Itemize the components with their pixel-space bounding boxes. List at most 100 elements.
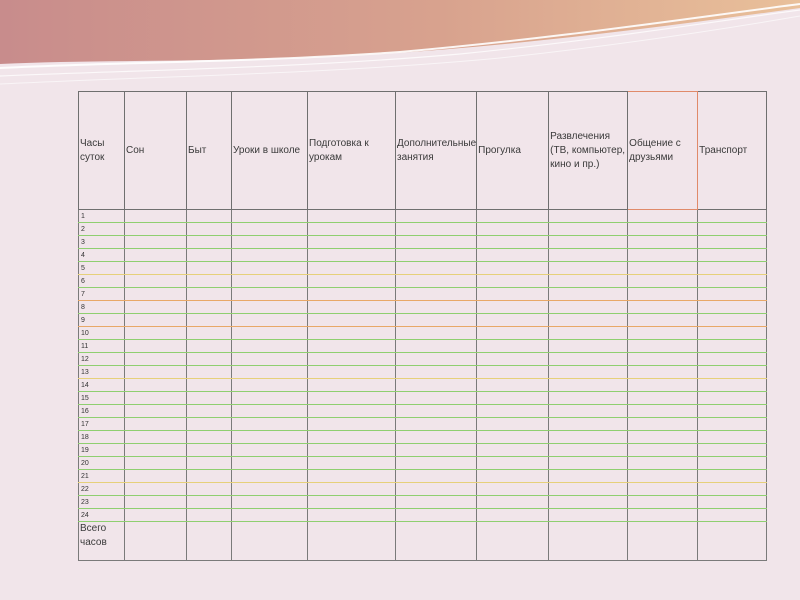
table-cell[interactable] <box>394 261 478 275</box>
table-cell[interactable] <box>394 404 478 418</box>
table-cell[interactable] <box>186 417 232 431</box>
table-cell[interactable] <box>231 404 308 418</box>
table-cell[interactable] <box>307 378 396 392</box>
table-cell[interactable] <box>697 417 768 431</box>
table-cell[interactable] <box>476 469 550 483</box>
table-cell[interactable] <box>548 235 629 249</box>
table-cell[interactable] <box>697 222 768 236</box>
table-cell[interactable] <box>307 261 396 275</box>
table-cell[interactable] <box>307 404 396 418</box>
table-cell[interactable] <box>186 378 232 392</box>
table-cell[interactable] <box>307 274 396 288</box>
table-cell[interactable] <box>186 469 232 483</box>
table-cell[interactable] <box>186 209 232 223</box>
table-cell[interactable] <box>548 443 629 457</box>
table-cell[interactable] <box>476 430 550 444</box>
table-cell[interactable] <box>697 469 768 483</box>
table-cell[interactable] <box>307 391 396 405</box>
table-cell[interactable] <box>307 430 396 444</box>
table-cell[interactable] <box>124 261 187 275</box>
table-cell[interactable] <box>186 235 232 249</box>
table-cell[interactable] <box>697 261 768 275</box>
table-cell[interactable] <box>697 287 768 301</box>
table-cell[interactable] <box>124 300 187 314</box>
table-cell[interactable] <box>186 313 232 327</box>
table-cell[interactable] <box>476 365 550 379</box>
table-cell[interactable] <box>231 456 308 470</box>
table-cell[interactable] <box>476 508 550 522</box>
table-cell[interactable] <box>476 391 550 405</box>
table-cell[interactable] <box>697 209 768 223</box>
table-cell[interactable] <box>627 391 699 405</box>
table-cell[interactable] <box>124 287 187 301</box>
table-cell[interactable] <box>697 352 768 366</box>
table-cell[interactable] <box>394 209 478 223</box>
table-cell[interactable] <box>124 274 187 288</box>
table-cell[interactable] <box>394 456 478 470</box>
table-cell[interactable] <box>697 404 768 418</box>
table-cell[interactable] <box>697 248 768 262</box>
table-cell[interactable] <box>627 248 699 262</box>
table-cell[interactable] <box>307 417 396 431</box>
table-cell[interactable] <box>231 222 308 236</box>
table-cell[interactable] <box>124 508 187 522</box>
table-cell[interactable] <box>627 443 699 457</box>
table-cell[interactable] <box>627 352 699 366</box>
table-cell[interactable] <box>186 222 232 236</box>
table-cell[interactable] <box>124 222 187 236</box>
table-cell[interactable] <box>231 378 308 392</box>
table-cell[interactable] <box>697 300 768 314</box>
table-cell[interactable] <box>124 235 187 249</box>
table-cell[interactable] <box>124 417 187 431</box>
table-cell[interactable] <box>476 482 550 496</box>
table-cell[interactable] <box>307 300 396 314</box>
table-cell[interactable] <box>394 495 478 509</box>
table-cell[interactable] <box>476 326 550 340</box>
table-cell[interactable] <box>697 495 768 509</box>
table-cell[interactable] <box>307 352 396 366</box>
table-cell[interactable] <box>627 378 699 392</box>
table-cell[interactable] <box>186 482 232 496</box>
table-cell[interactable] <box>548 222 629 236</box>
table-cell[interactable] <box>231 313 308 327</box>
table-cell[interactable] <box>548 404 629 418</box>
table-cell[interactable] <box>627 339 699 353</box>
table-cell[interactable] <box>186 443 232 457</box>
table-cell[interactable] <box>548 495 629 509</box>
table-cell[interactable] <box>186 404 232 418</box>
table-cell[interactable] <box>307 235 396 249</box>
table-cell[interactable] <box>627 222 699 236</box>
table-cell[interactable] <box>231 248 308 262</box>
table-cell[interactable] <box>627 495 699 509</box>
total-cell[interactable] <box>476 521 550 561</box>
table-cell[interactable] <box>548 417 629 431</box>
table-cell[interactable] <box>186 365 232 379</box>
table-cell[interactable] <box>124 404 187 418</box>
table-cell[interactable] <box>231 417 308 431</box>
table-cell[interactable] <box>231 482 308 496</box>
table-cell[interactable] <box>627 287 699 301</box>
table-cell[interactable] <box>231 300 308 314</box>
table-cell[interactable] <box>231 274 308 288</box>
table-cell[interactable] <box>124 456 187 470</box>
table-cell[interactable] <box>627 456 699 470</box>
table-cell[interactable] <box>697 443 768 457</box>
table-cell[interactable] <box>627 261 699 275</box>
table-cell[interactable] <box>697 339 768 353</box>
table-cell[interactable] <box>394 222 478 236</box>
table-cell[interactable] <box>476 261 550 275</box>
table-cell[interactable] <box>124 443 187 457</box>
table-cell[interactable] <box>548 391 629 405</box>
table-cell[interactable] <box>231 287 308 301</box>
table-cell[interactable] <box>124 495 187 509</box>
table-cell[interactable] <box>394 352 478 366</box>
table-cell[interactable] <box>124 313 187 327</box>
table-cell[interactable] <box>186 326 232 340</box>
table-cell[interactable] <box>124 365 187 379</box>
table-cell[interactable] <box>186 430 232 444</box>
table-cell[interactable] <box>124 430 187 444</box>
table-cell[interactable] <box>186 248 232 262</box>
table-cell[interactable] <box>697 235 768 249</box>
table-cell[interactable] <box>394 378 478 392</box>
table-cell[interactable] <box>627 235 699 249</box>
